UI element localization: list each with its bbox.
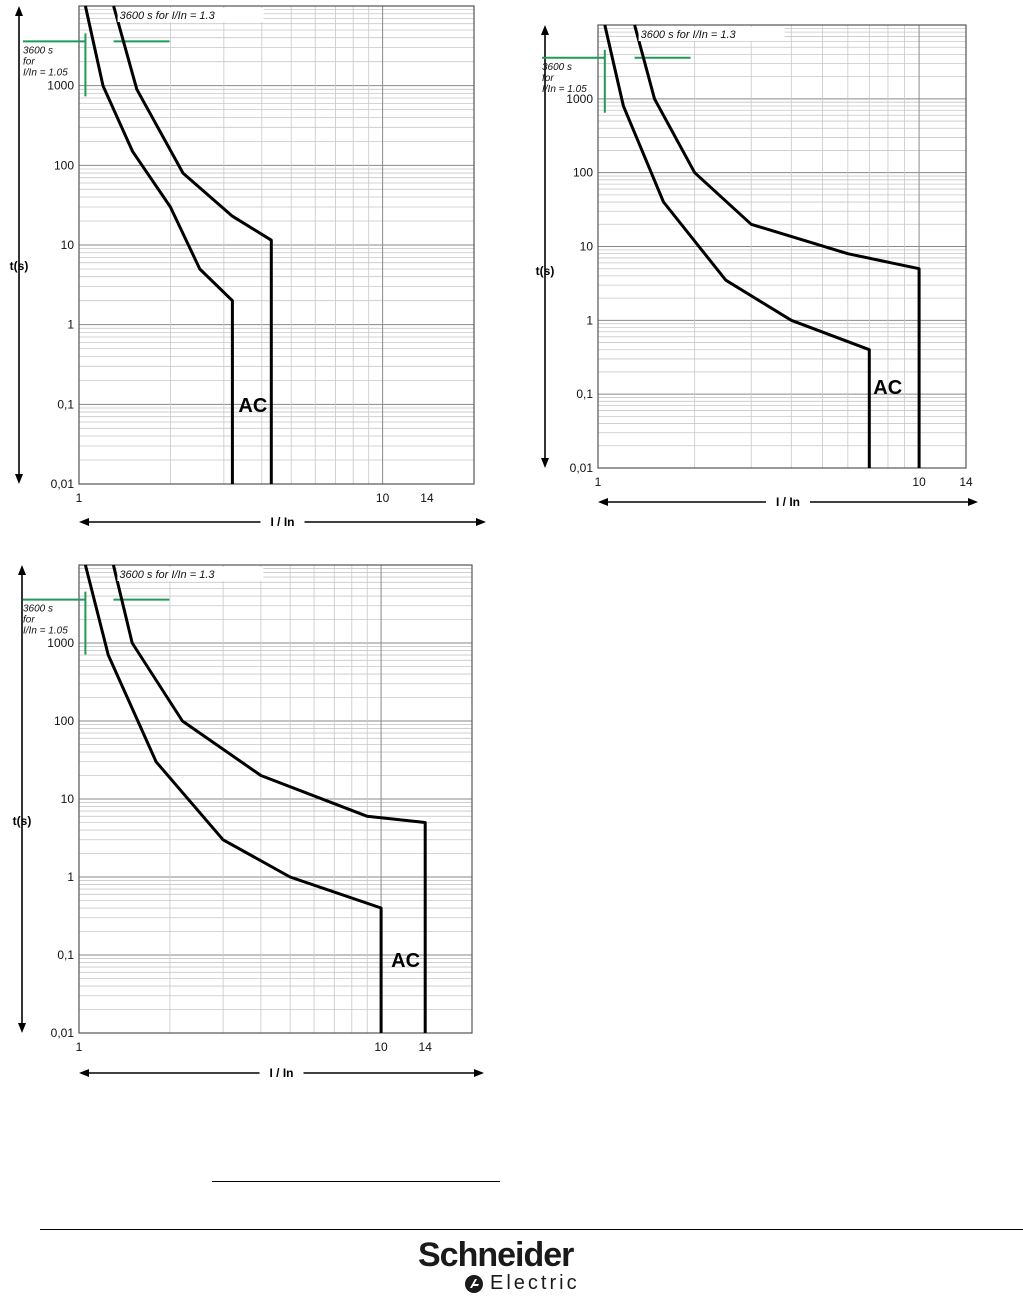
trip-curve-lower [83,564,383,1033]
x-tick-label: 14 [420,491,434,505]
schneider-electric-logo: Schneider Electric [418,1238,608,1294]
y-tick-label: 0,01 [51,477,75,491]
y-tick-label: 0,1 [57,397,74,411]
annotation-label-1.05: for [23,615,35,626]
trip-curve-chart-2: 0,01 0,1 1 10 100 1000 1 10 14 t(s) I / In 3600 s f… [525,10,985,515]
annotation-label-1.05: 3600 s [542,62,572,73]
curve-type-label: AC [873,377,902,399]
grid [78,565,473,1034]
y-tick-label: 100 [54,714,74,728]
x-axis-label: I / In [270,1066,294,1080]
y-tick-label: 0,01 [570,461,594,475]
annotation-label-1.3: 3600 s for I/In = 1.3 [641,29,737,41]
annotation-label-bg [117,567,264,581]
y-tick-label: 10 [580,240,594,254]
y-tick-label: 0,1 [57,948,74,962]
annotation-label-1.05: for [542,73,554,84]
trip-curve-upper [111,564,427,1033]
annotation-label-1.05: I/In = 1.05 [542,84,587,95]
annotation-label-1.05: for [23,56,35,67]
curve-type-label: AC [391,950,420,972]
annotation-label-1.3: 3600 s for I/In = 1.3 [120,10,216,22]
annotation-label-1.05: 3600 s [23,45,53,56]
x-axis-label-bg [766,494,810,510]
chart-svg: 0,01 0,1 1 10 100 1000 1 10 14 t(s) I / In 3600 s f… [10,5,486,530]
plot-frame [78,564,473,1034]
y-tick-label: 1 [67,870,74,884]
trip-curve-upper [633,24,921,468]
y-axis-label: t(s) [536,264,555,278]
curve-type-label: AC [238,395,267,417]
y-tick-label: 1000 [47,636,74,650]
x-tick-label: 10 [912,475,926,489]
trip-curve-lower [603,24,871,468]
annotation-label-bg [638,27,785,41]
chart-svg: 0,01 0,1 1 10 100 1000 1 10 14 t(s) I / In 3600 s f… [536,24,978,510]
x-axis-label-bg [260,514,305,530]
logo-mark-icon [465,1275,483,1293]
y-axis-arrow [18,565,26,1033]
x-tick-label: 10 [376,491,390,505]
annotation-label-bg [117,8,264,22]
logo-subtitle: Electric [490,1272,580,1294]
trip-curve-chart-3: 0,01 0,1 1 10 100 1000 1 10 14 t(s) I / In 3600 s f… [0,555,500,1085]
plot-frame [597,24,967,469]
annotation-label-1.3: 3600 s for I/In = 1.3 [119,569,215,581]
y-axis-label: t(s) [13,814,32,828]
y-tick-label: 1 [586,313,593,327]
trip-curve-lower [83,5,234,484]
y-tick-label: 100 [54,158,74,172]
annotation-label-1.05: I/In = 1.05 [23,626,68,637]
y-axis-label: t(s) [10,259,29,273]
y-axis-arrow [541,25,549,468]
y-tick-label: 1000 [566,92,593,106]
x-axis-label-bg [259,1065,304,1081]
annotation-label-1.05: 3600 s [23,604,53,615]
x-tick-label: 1 [595,475,602,489]
grid [78,6,475,485]
y-tick-label: 0,01 [51,1026,75,1040]
x-tick-label: 10 [374,1040,388,1054]
y-tick-label: 10 [61,238,75,252]
trip-curve-upper [112,5,273,484]
annotation-label-1.05: I/In = 1.05 [23,67,68,78]
y-tick-label: 1 [67,318,74,332]
y-tick-label: 10 [61,792,75,806]
x-tick-label: 1 [76,491,83,505]
y-tick-label: 100 [573,166,593,180]
plot-frame [78,5,475,485]
x-axis-label: I / In [776,495,800,509]
x-tick-label: 1 [76,1040,83,1054]
trip-curve-chart-1: 0,01 0,1 1 10 100 1000 1 10 14 t(s) I / In 3600 s f… [0,0,500,535]
x-tick-label: 14 [419,1040,433,1054]
y-axis-arrow [15,6,23,484]
separator-line-short [212,1181,500,1182]
footer-rule [40,1229,1023,1230]
chart-svg: 0,01 0,1 1 10 100 1000 1 10 14 t(s) I / In 3600 s f… [13,564,484,1081]
y-tick-label: 0,1 [576,387,593,401]
x-tick-label: 14 [959,475,973,489]
logo-wordmark: Schneider [418,1236,574,1274]
y-tick-label: 1000 [47,79,74,93]
x-axis-label: I / In [271,515,295,529]
